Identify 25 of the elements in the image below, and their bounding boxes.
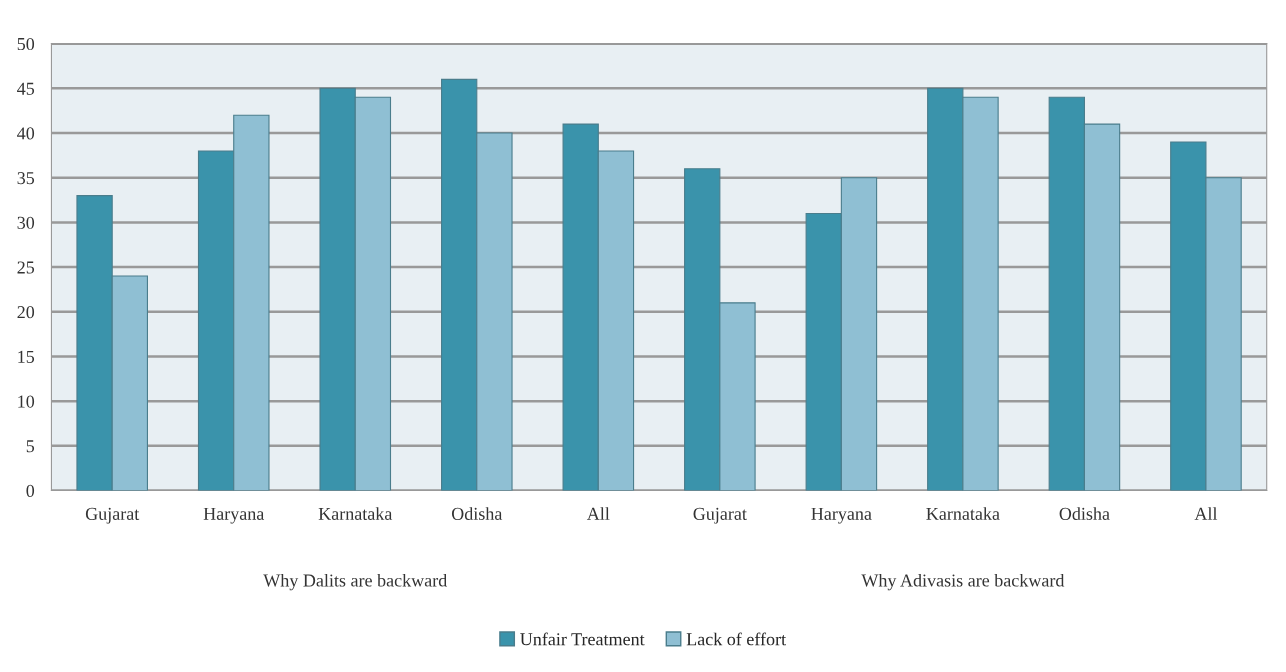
x-tick-label: Haryana [203,507,265,524]
y-tick-label: 25 [17,261,35,274]
y-tick-label: 15 [18,350,35,363]
legend-label: Unfair Treatment [520,632,645,646]
x-tick-label: All [586,507,610,520]
text: Why Dalits are backward [263,573,448,591]
x-tick-label: Odisha [451,507,503,520]
y-tick-label: 20 [17,306,35,319]
y-tick-label: 35 [17,172,35,185]
legend-label: Lack of effort [686,632,786,646]
y-tick-label: 0 [26,484,35,497]
y-tick-label: 30 [17,216,35,229]
x-tick-label: Odisha [1059,507,1110,520]
x-tick-label: Karnataka [926,507,1000,520]
y-tick-label: 50 [17,37,35,51]
x-tick-label: Karnataka [318,507,393,520]
x-tick-label: Haryana [811,507,872,524]
text: Why Adivasis are backward [861,573,1065,591]
x-tick-label: Gujarat [85,507,140,524]
y-tick-label: 45 [17,82,35,95]
x-tick-label: All [1194,507,1218,520]
y-tick-label: 5 [26,440,35,453]
x-tick-label: Gujarat [693,507,747,524]
y-tick-label: 10 [18,395,35,408]
y-tick-label: 40 [17,127,35,140]
